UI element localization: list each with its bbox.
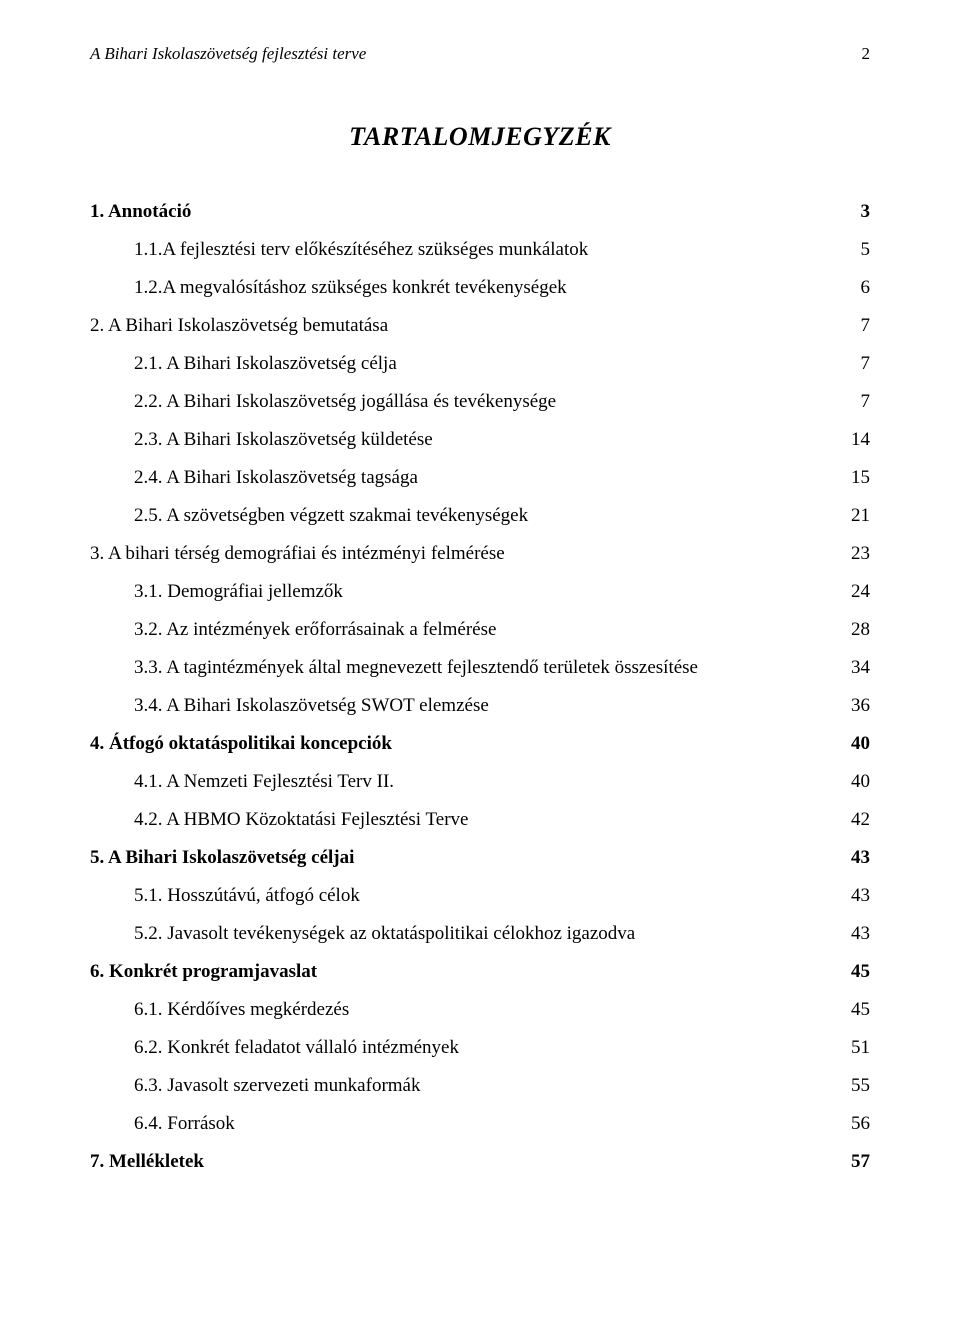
toc-entry-page: 23 (834, 544, 870, 563)
toc-row: 6. Konkrét programjavaslat45 (90, 962, 870, 981)
toc-entry-page: 57 (834, 1152, 870, 1171)
toc-entry-page: 45 (834, 962, 870, 981)
toc-entry-page: 7 (834, 392, 870, 411)
toc-row: 1.2.A megvalósításhoz szükséges konkrét … (90, 278, 870, 297)
toc-entry-label: 2. A Bihari Iskolaszövetség bemutatása (90, 316, 834, 335)
toc-entry-page: 21 (834, 506, 870, 525)
page: A Bihari Iskolaszövetség fejlesztési ter… (0, 0, 960, 1341)
toc-row: 3.3. A tagintézmények által megnevezett … (90, 658, 870, 677)
toc-entry-page: 36 (834, 696, 870, 715)
toc-entry-page: 14 (834, 430, 870, 449)
toc-row: 2.4. A Bihari Iskolaszövetség tagsága15 (90, 468, 870, 487)
toc-entry-label: 4. Átfogó oktatáspolitikai koncepciók (90, 734, 834, 753)
toc-row: 6.4. Források56 (90, 1114, 870, 1133)
toc-row: 3.1. Demográfiai jellemzők24 (90, 582, 870, 601)
toc-entry-label: 3. A bihari térség demográfiai és intézm… (90, 544, 834, 563)
table-of-contents: 1. Annotáció31.1.A fejlesztési terv elők… (90, 202, 870, 1171)
toc-entry-label: 2.4. A Bihari Iskolaszövetség tagsága (134, 468, 834, 487)
toc-entry-page: 45 (834, 1000, 870, 1019)
toc-entry-label: 3.1. Demográfiai jellemzők (134, 582, 834, 601)
toc-entry-page: 43 (834, 886, 870, 905)
toc-entry-label: 7. Mellékletek (90, 1152, 834, 1171)
toc-row: 4. Átfogó oktatáspolitikai koncepciók40 (90, 734, 870, 753)
toc-entry-page: 3 (834, 202, 870, 221)
toc-entry-label: 6. Konkrét programjavaslat (90, 962, 834, 981)
toc-entry-label: 6.2. Konkrét feladatot vállaló intézmény… (134, 1038, 834, 1057)
toc-entry-label: 2.2. A Bihari Iskolaszövetség jogállása … (134, 392, 834, 411)
toc-entry-label: 2.3. A Bihari Iskolaszövetség küldetése (134, 430, 834, 449)
toc-row: 3.2. Az intézmények erőforrásainak a fel… (90, 620, 870, 639)
toc-entry-page: 51 (834, 1038, 870, 1057)
toc-row: 1.1.A fejlesztési terv előkészítéséhez s… (90, 240, 870, 259)
toc-entry-page: 40 (834, 772, 870, 791)
toc-entry-label: 1.2.A megvalósításhoz szükséges konkrét … (134, 278, 834, 297)
toc-entry-page: 43 (834, 848, 870, 867)
toc-row: 6.3. Javasolt szervezeti munkaformák55 (90, 1076, 870, 1095)
toc-row: 1. Annotáció3 (90, 202, 870, 221)
toc-entry-page: 56 (834, 1114, 870, 1133)
running-head-text: A Bihari Iskolaszövetség fejlesztési ter… (90, 44, 366, 64)
toc-entry-label: 6.4. Források (134, 1114, 834, 1133)
toc-row: 2.3. A Bihari Iskolaszövetség küldetése1… (90, 430, 870, 449)
toc-entry-label: 5. A Bihari Iskolaszövetség céljai (90, 848, 834, 867)
toc-entry-page: 34 (834, 658, 870, 677)
toc-entry-page: 40 (834, 734, 870, 753)
toc-entry-label: 3.4. A Bihari Iskolaszövetség SWOT elemz… (134, 696, 834, 715)
toc-row: 5. A Bihari Iskolaszövetség céljai43 (90, 848, 870, 867)
toc-row: 6.2. Konkrét feladatot vállaló intézmény… (90, 1038, 870, 1057)
toc-entry-label: 6.3. Javasolt szervezeti munkaformák (134, 1076, 834, 1095)
toc-entry-page: 24 (834, 582, 870, 601)
toc-row: 2.5. A szövetségben végzett szakmai tevé… (90, 506, 870, 525)
toc-entry-label: 2.1. A Bihari Iskolaszövetség célja (134, 354, 834, 373)
toc-entry-label: 2.5. A szövetségben végzett szakmai tevé… (134, 506, 834, 525)
toc-row: 2. A Bihari Iskolaszövetség bemutatása7 (90, 316, 870, 335)
toc-row: 2.2. A Bihari Iskolaszövetség jogállása … (90, 392, 870, 411)
toc-row: 2.1. A Bihari Iskolaszövetség célja7 (90, 354, 870, 373)
toc-entry-page: 5 (834, 240, 870, 259)
toc-row: 5.2. Javasolt tevékenységek az oktatáspo… (90, 924, 870, 943)
toc-entry-label: 5.2. Javasolt tevékenységek az oktatáspo… (134, 924, 834, 943)
toc-entry-page: 7 (834, 354, 870, 373)
toc-row: 3.4. A Bihari Iskolaszövetség SWOT elemz… (90, 696, 870, 715)
toc-entry-label: 1. Annotáció (90, 202, 834, 221)
toc-entry-label: 5.1. Hosszútávú, átfogó célok (134, 886, 834, 905)
document-title: TARTALOMJEGYZÉK (90, 122, 870, 152)
toc-entry-label: 3.2. Az intézmények erőforrásainak a fel… (134, 620, 834, 639)
toc-entry-label: 3.3. A tagintézmények által megnevezett … (134, 658, 834, 677)
toc-entry-page: 42 (834, 810, 870, 829)
toc-entry-page: 6 (834, 278, 870, 297)
toc-row: 4.2. A HBMO Közoktatási Fejlesztési Terv… (90, 810, 870, 829)
toc-row: 3. A bihari térség demográfiai és intézm… (90, 544, 870, 563)
toc-entry-page: 15 (834, 468, 870, 487)
toc-entry-page: 28 (834, 620, 870, 639)
running-head-page-number: 2 (862, 44, 871, 64)
toc-row: 7. Mellékletek57 (90, 1152, 870, 1171)
toc-entry-label: 4.2. A HBMO Közoktatási Fejlesztési Terv… (134, 810, 834, 829)
toc-entry-page: 43 (834, 924, 870, 943)
toc-entry-label: 6.1. Kérdőíves megkérdezés (134, 1000, 834, 1019)
toc-row: 6.1. Kérdőíves megkérdezés45 (90, 1000, 870, 1019)
running-head: A Bihari Iskolaszövetség fejlesztési ter… (90, 44, 870, 64)
toc-entry-label: 4.1. A Nemzeti Fejlesztési Terv II. (134, 772, 834, 791)
toc-row: 5.1. Hosszútávú, átfogó célok43 (90, 886, 870, 905)
toc-entry-page: 55 (834, 1076, 870, 1095)
toc-entry-page: 7 (834, 316, 870, 335)
toc-entry-label: 1.1.A fejlesztési terv előkészítéséhez s… (134, 240, 834, 259)
toc-row: 4.1. A Nemzeti Fejlesztési Terv II.40 (90, 772, 870, 791)
